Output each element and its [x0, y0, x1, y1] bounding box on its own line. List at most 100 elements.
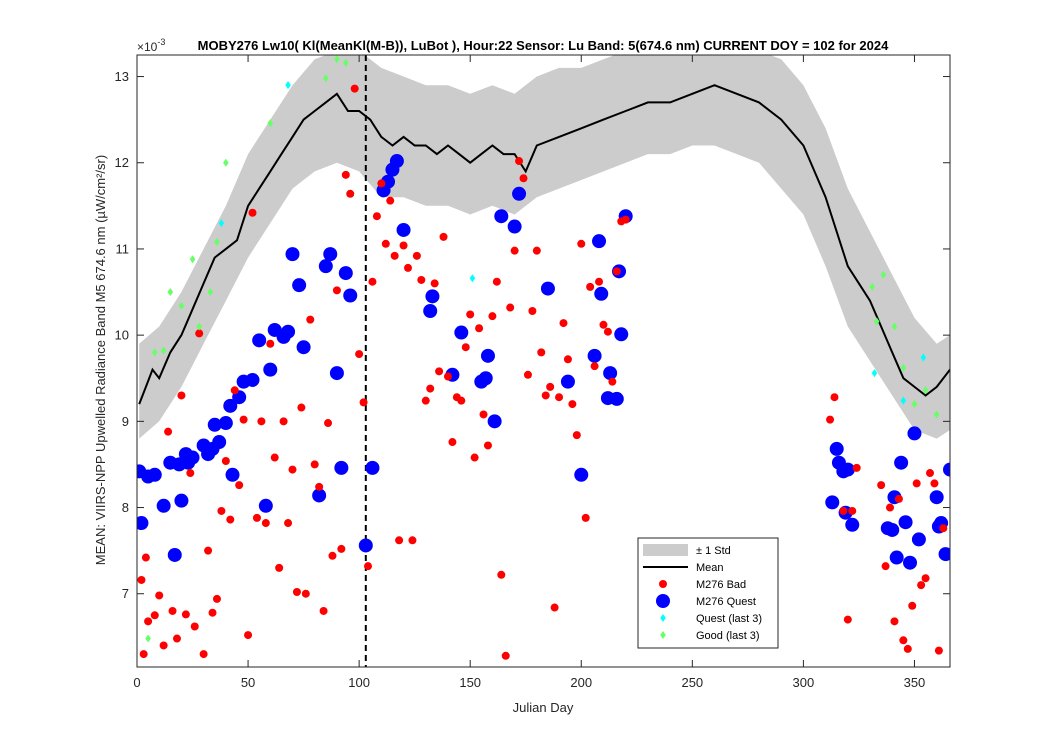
quest-point: [943, 462, 950, 477]
x-tick-label: 50: [241, 675, 255, 690]
bad-point: [168, 606, 177, 615]
x-tick-label: 350: [904, 675, 926, 690]
quest-point: [903, 555, 918, 570]
bad-point: [903, 644, 912, 653]
quest-point: [334, 460, 349, 475]
bad-point: [306, 315, 315, 324]
y-axis-exponent: ×10-3: [137, 37, 165, 54]
x-tick-label: 300: [793, 675, 815, 690]
bad-point: [917, 581, 926, 590]
quest-point: [258, 498, 273, 513]
legend: ± 1 Std Mean M276 Bad M276 Quest Quest (last…: [637, 537, 779, 649]
quest-point: [358, 538, 373, 553]
bad-point: [590, 362, 599, 371]
quest-point: [829, 441, 844, 456]
quest-point: [594, 286, 609, 301]
bad-point: [426, 384, 435, 393]
quest-last3-point: [920, 353, 927, 362]
y-tick-label: 7: [122, 586, 129, 601]
bad-point: [381, 239, 390, 248]
bad-point: [528, 307, 537, 316]
bad-point: [899, 636, 908, 645]
bad-point: [523, 370, 532, 379]
quest-point: [156, 498, 171, 513]
bad-point: [137, 575, 146, 584]
quest-point: [540, 281, 555, 296]
quest-point: [207, 417, 222, 432]
bad-point: [908, 601, 917, 610]
bad-point: [288, 465, 297, 474]
legend-label: Quest (last 3): [696, 613, 762, 625]
y-axis-exponent-base: ×10: [137, 40, 158, 54]
good-last3-point: [160, 346, 167, 355]
bad-point: [390, 251, 399, 260]
bad-point: [195, 329, 204, 338]
good-last3-point: [343, 58, 349, 67]
x-tick-label: 0: [133, 675, 140, 690]
bad-point: [497, 570, 506, 579]
bad-point: [443, 372, 452, 381]
bad-point: [843, 615, 852, 624]
bad-point: [212, 594, 221, 603]
good-last3-point: [223, 158, 229, 167]
bad-point: [488, 312, 497, 321]
quest-point: [603, 366, 618, 381]
bad-point: [599, 320, 608, 329]
bad-point: [408, 536, 417, 545]
bad-point: [221, 456, 230, 465]
bad-point: [439, 232, 448, 241]
bad-point: [603, 327, 612, 336]
bad-point: [310, 460, 319, 469]
bad-point: [839, 506, 848, 515]
bad-point: [244, 631, 253, 640]
quest-point: [263, 362, 278, 377]
bad-point: [301, 589, 310, 598]
legend-good-last3-swatch: [660, 631, 666, 639]
good-last3-point: [334, 55, 340, 64]
bad-point: [546, 382, 555, 391]
bad-point: [581, 513, 590, 522]
legend-item: Good (last 3): [660, 630, 760, 642]
axes-box: [136, 54, 951, 668]
quest-point: [512, 186, 527, 201]
quest-last3-point: [218, 219, 225, 228]
y-tick-label: 11: [116, 241, 130, 256]
bad-point: [563, 355, 572, 364]
quest-point: [281, 324, 296, 339]
quest-point: [167, 547, 182, 562]
quest-point: [825, 495, 840, 510]
quest-point: [396, 222, 411, 237]
bad-point: [886, 503, 895, 512]
good-last3-point: [167, 288, 174, 297]
bad-point: [172, 634, 181, 643]
bad-point: [421, 396, 430, 405]
bad-point: [395, 536, 404, 545]
bad-point: [930, 479, 939, 488]
bad-point: [235, 481, 244, 490]
quest-point: [494, 209, 509, 224]
quest-point: [609, 391, 624, 406]
x-tick-label: 100: [348, 675, 370, 690]
bad-point: [364, 562, 373, 571]
quest-point: [423, 304, 438, 319]
bad-point: [279, 417, 288, 426]
bad-point: [372, 212, 381, 221]
bad-point: [555, 393, 564, 402]
legend-item: Mean: [643, 562, 724, 574]
bad-point: [492, 277, 501, 286]
bad-point: [412, 251, 421, 260]
bad-point: [881, 562, 890, 571]
quest-point: [245, 372, 260, 387]
bad-point: [921, 574, 930, 583]
bad-point: [261, 519, 270, 528]
bad-point: [177, 391, 186, 400]
bad-point: [417, 275, 426, 284]
bad-point: [266, 339, 275, 348]
quest-point: [218, 416, 233, 431]
good-last3-point: [900, 363, 907, 372]
bad-point: [239, 415, 248, 424]
y-axis-exponent-power: -3: [157, 37, 165, 47]
good-last3-point: [880, 270, 887, 279]
quest-point: [343, 288, 358, 303]
